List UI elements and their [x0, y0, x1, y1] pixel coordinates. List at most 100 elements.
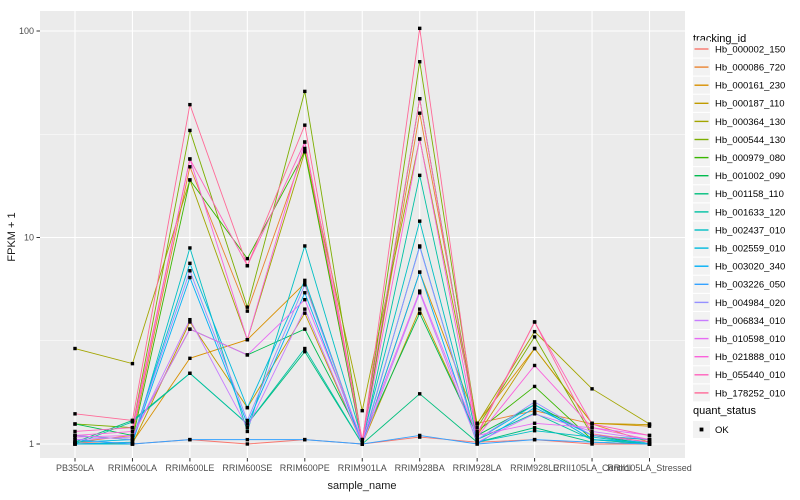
data-point [418, 97, 422, 101]
x-tick-label: RRIM600LE [165, 463, 214, 473]
data-point [647, 440, 652, 444]
legend-item-label: Hb_003226_050 [715, 280, 785, 291]
data-point [188, 128, 192, 133]
data-point [647, 433, 652, 438]
legend-item-label: Hb_006834_010 [715, 316, 785, 327]
data-point [532, 400, 537, 404]
data-point [303, 244, 307, 248]
legend-item-label: Hb_021888_010 [715, 352, 785, 363]
x-tick-label: PB350LA [56, 463, 94, 473]
data-point [303, 297, 307, 302]
data-point [130, 442, 135, 446]
data-point [245, 256, 250, 261]
data-point [647, 422, 652, 426]
data-point [532, 425, 537, 430]
x-tick-label: RRIM600LA [108, 463, 157, 473]
data-point [245, 309, 250, 313]
legend-quant-point [699, 427, 704, 432]
data-point [475, 429, 479, 434]
x-tick-label: RRII105LA_Stressed [607, 463, 692, 473]
data-point [188, 437, 192, 442]
data-point [188, 261, 192, 265]
data-point [188, 320, 192, 324]
data-point [245, 353, 250, 357]
data-point [188, 317, 192, 322]
data-point [418, 60, 422, 64]
data-point [188, 178, 192, 182]
data-point [245, 422, 250, 426]
data-point [130, 425, 135, 430]
x-tick-label: RRIM901LA [338, 463, 387, 473]
data-point [418, 173, 422, 178]
data-point [73, 422, 77, 426]
data-point [188, 165, 192, 169]
data-point [360, 442, 364, 446]
data-point [188, 157, 192, 161]
data-point [245, 264, 250, 268]
legend-item-label: Hb_000979_080 [715, 153, 785, 164]
data-point [245, 405, 250, 410]
data-point [532, 412, 537, 416]
data-point [418, 289, 422, 293]
data-point [73, 433, 77, 438]
data-point [188, 275, 192, 280]
data-point [73, 412, 77, 416]
data-point [475, 422, 479, 426]
x-tick-label: RRIM928LA [453, 463, 502, 473]
data-point [475, 440, 479, 444]
data-point [303, 307, 307, 311]
data-point [245, 418, 250, 423]
y-tick-label: 10 [24, 233, 34, 243]
data-point [303, 346, 307, 351]
legend-title-quant-status: quant_status [693, 405, 756, 417]
data-point [418, 392, 422, 396]
legend-item-label: Hb_001158_110 [715, 189, 784, 200]
data-point [245, 305, 250, 309]
data-point [130, 440, 135, 444]
data-point [532, 408, 537, 413]
data-point [130, 429, 135, 434]
data-point [303, 123, 307, 127]
data-point [532, 421, 537, 425]
data-point [590, 429, 594, 434]
data-point [303, 291, 307, 295]
data-point [475, 442, 479, 446]
data-point [188, 327, 192, 331]
data-point [475, 425, 479, 430]
data-point [590, 440, 594, 444]
y-tick-label: 100 [19, 26, 34, 36]
data-point [532, 405, 537, 410]
data-point [532, 384, 537, 389]
data-point [130, 361, 135, 366]
data-point [590, 425, 594, 430]
data-point [303, 311, 307, 315]
legend-item-label: Hb_000002_150 [715, 44, 785, 55]
data-point [532, 402, 537, 407]
data-point [418, 137, 422, 141]
data-point [303, 140, 307, 144]
data-point [188, 102, 192, 107]
data-point [418, 111, 422, 115]
data-point [647, 437, 652, 442]
data-point [303, 283, 307, 287]
data-point [73, 442, 77, 446]
data-point [475, 433, 479, 438]
x-tick-label: RRIM600PE [280, 463, 330, 473]
x-tick-label: RRIM928BA [395, 463, 445, 473]
data-point [418, 311, 422, 315]
legend-item-label: Hb_000364_130 [715, 117, 785, 128]
data-point [303, 437, 307, 442]
data-point [303, 349, 307, 354]
data-point [532, 428, 537, 433]
data-point [360, 440, 364, 444]
data-point [418, 307, 422, 311]
data-point [245, 429, 250, 434]
legend-item-label: Hb_002559_010 [715, 244, 785, 255]
data-point [418, 219, 422, 223]
data-point [532, 335, 537, 339]
data-point [590, 432, 594, 436]
data-point [532, 363, 537, 368]
data-point [245, 337, 250, 342]
data-point [590, 442, 594, 446]
data-point [188, 269, 192, 273]
